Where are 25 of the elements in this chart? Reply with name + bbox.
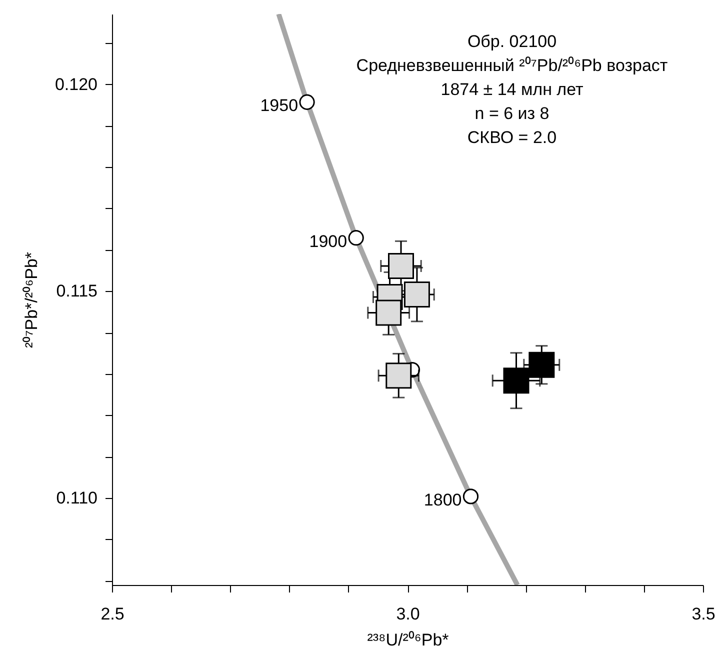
annotation: 1900 [309, 232, 348, 251]
x-axis-title: ²³⁸U/²⁰⁶Pb* [367, 630, 450, 650]
point [462, 488, 479, 504]
point [386, 362, 412, 389]
y-tick-label: 0.120 [54, 74, 98, 94]
annotation: 1800 [424, 490, 462, 510]
point [388, 252, 414, 279]
x-tick-label: 3.5 [692, 604, 716, 624]
annotation: n = 6 из 8 [474, 104, 550, 123]
point [503, 368, 530, 394]
x-tick-label: 2.5 [100, 604, 124, 624]
point [376, 300, 402, 326]
annotation: Средневзвешенный ²⁰⁷Pb/²⁰⁶Pb возраст [356, 56, 668, 75]
point [404, 282, 430, 308]
annotation: 1874 ± 14 млн лет [440, 80, 584, 99]
annotation: СКВО = 2.0 [467, 128, 557, 147]
y-tick-label: 0.110 [56, 488, 98, 508]
x-tick-label: 3.0 [396, 604, 420, 624]
point [299, 94, 315, 110]
y-axis-title: ²⁰⁷Pb*/²⁰⁶Pb* [22, 252, 41, 348]
point [348, 230, 364, 246]
annotation: Обр. 02100 [467, 32, 557, 51]
y-tick-label: 0.115 [56, 282, 98, 301]
annotation: 1950 [260, 96, 298, 116]
point [528, 352, 555, 378]
